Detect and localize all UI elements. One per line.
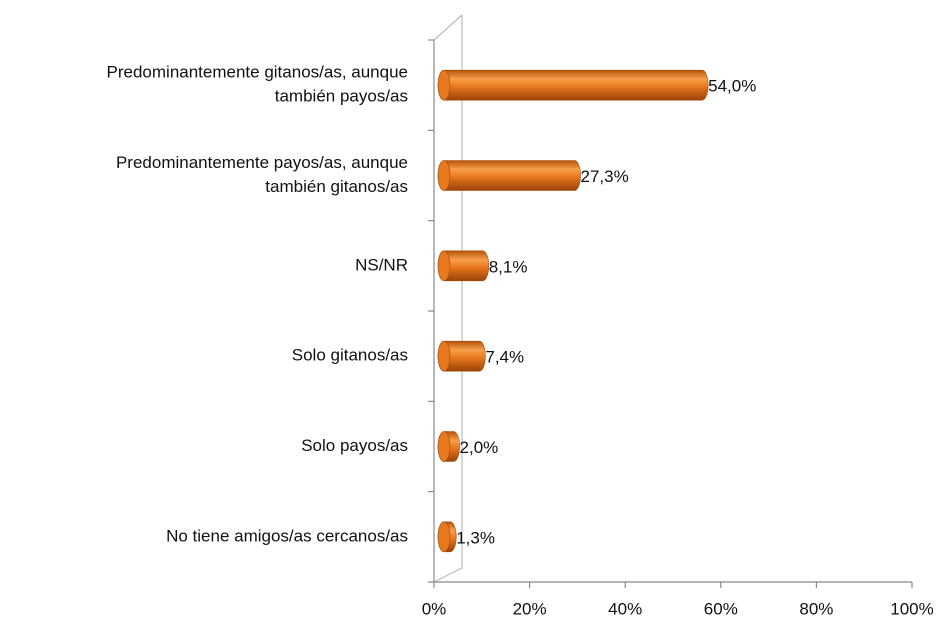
bar-part <box>437 69 709 101</box>
bar-part <box>437 69 451 101</box>
y-tick-label: también gitanos/as <box>265 177 408 196</box>
wall-edge <box>433 14 463 41</box>
y-tick-label: NS/NR <box>355 255 408 274</box>
bar <box>437 340 486 372</box>
bar <box>437 160 581 191</box>
value-label: 54,0% <box>708 77 756 96</box>
bar-part <box>437 250 451 282</box>
value-label: 7,4% <box>485 348 524 367</box>
x-tick-label: 80% <box>799 599 833 618</box>
y-tick-label: Predominantemente payos/as, aunque <box>116 153 408 172</box>
x-tick-label: 60% <box>704 599 738 618</box>
bar-part <box>437 340 451 372</box>
y-tick-label: Solo payos/as <box>301 436 408 455</box>
x-tick-label: 40% <box>608 599 642 618</box>
bar-part <box>437 160 451 191</box>
x-tick-label: 0% <box>422 599 447 618</box>
y-tick-label: No tiene amigos/as cercanos/as <box>166 526 408 545</box>
y-tick-label: Predominantemente gitanos/as, aunque <box>107 63 408 82</box>
value-label: 2,0% <box>460 438 499 457</box>
x-tick-label: 100% <box>890 599 933 618</box>
bar-part <box>437 160 581 191</box>
floor-edge <box>433 567 463 583</box>
x-tick-label: 20% <box>513 599 547 618</box>
value-label: 1,3% <box>456 528 495 547</box>
value-label: 27,3% <box>580 167 628 186</box>
bar <box>437 69 709 101</box>
bar-part <box>437 431 451 462</box>
y-tick-label: también payos/as <box>275 87 408 106</box>
bar <box>437 250 489 282</box>
y-tick-label: Solo gitanos/as <box>292 346 408 365</box>
bar <box>437 521 457 553</box>
bar <box>437 431 460 462</box>
value-label: 8,1% <box>489 257 528 276</box>
bar-part <box>437 521 451 553</box>
